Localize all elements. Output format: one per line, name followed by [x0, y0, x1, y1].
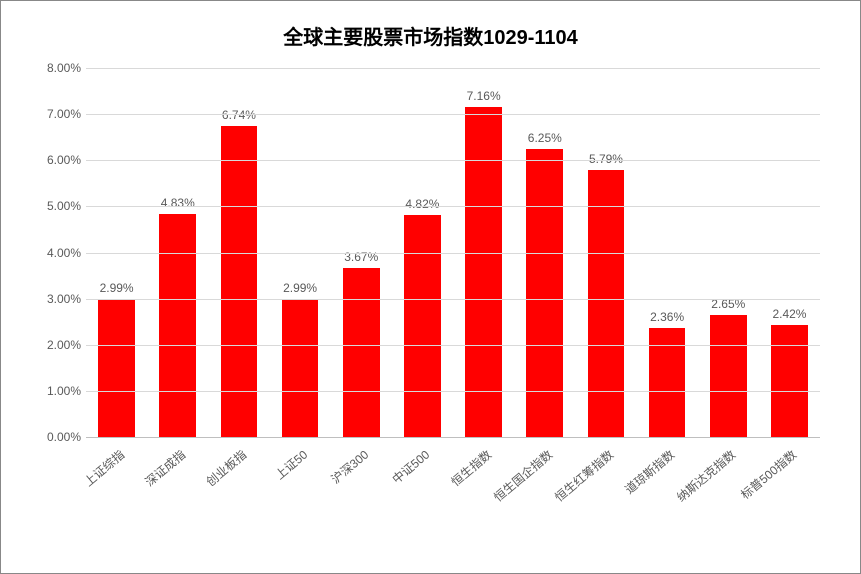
x-tick-label: 上证综指 [80, 446, 128, 490]
gridline [86, 299, 820, 300]
bar: 3.67% [343, 268, 380, 437]
gridline [86, 345, 820, 346]
x-label-slot: 创业板指 [208, 438, 269, 548]
y-tick-label: 2.00% [26, 338, 81, 352]
y-tick-label: 7.00% [26, 107, 81, 121]
x-tick-label: 上证50 [271, 446, 311, 483]
bar-value-label: 2.99% [283, 281, 317, 295]
y-tick-label: 8.00% [26, 61, 81, 75]
bar-value-label: 2.42% [772, 307, 806, 321]
bar-value-label: 7.16% [467, 89, 501, 103]
y-tick-label: 3.00% [26, 292, 81, 306]
y-tick-label: 6.00% [26, 153, 81, 167]
bar-value-label: 6.25% [528, 131, 562, 145]
x-tick-label: 恒生指数 [447, 446, 495, 490]
x-tick-label: 中证500 [389, 446, 434, 487]
bar-value-label: 4.82% [405, 197, 439, 211]
bar: 2.99% [98, 299, 135, 437]
gridline [86, 114, 820, 115]
chart-container: 全球主要股票市场指数1029-1104 2.99%4.83%6.74%2.99%… [1, 1, 860, 573]
bar: 4.82% [404, 215, 441, 437]
gridline [86, 206, 820, 207]
y-tick-label: 5.00% [26, 199, 81, 213]
plot-area: 2.99% 4.83% 6.74% 2.99% 3.67% 4.82% 7.16% 6.25%… [86, 68, 820, 438]
x-label-slot: 沪深300 [331, 438, 392, 548]
bar-value-label: 6.74% [222, 108, 256, 122]
bar: 5.79% [588, 170, 625, 437]
x-tick-label: 沪深300 [328, 446, 373, 487]
x-label-slot: 上证综指 [86, 438, 147, 548]
y-tick-label: 1.00% [26, 384, 81, 398]
y-tick-label: 0.00% [26, 430, 81, 444]
x-label-slot: 上证50 [270, 438, 331, 548]
gridline [86, 160, 820, 161]
gridline [86, 253, 820, 254]
x-tick-label: 深证成指 [141, 446, 189, 490]
chart-title: 全球主要股票市场指数1029-1104 [31, 21, 830, 50]
bar-value-label: 2.99% [100, 281, 134, 295]
bar: 2.99% [282, 299, 319, 437]
bar: 2.65% [710, 315, 747, 437]
bar: 6.25% [526, 149, 563, 437]
x-label-slot: 深证成指 [147, 438, 208, 548]
x-label-slot: 中证500 [392, 438, 453, 548]
bar: 4.83% [159, 214, 196, 437]
bar: 7.16% [465, 107, 502, 437]
bar-value-label: 4.83% [161, 196, 195, 210]
bar: 2.42% [771, 325, 808, 437]
gridline [86, 391, 820, 392]
x-tick-label: 创业板指 [202, 446, 250, 490]
bar-value-label: 2.36% [650, 310, 684, 324]
y-tick-label: 4.00% [26, 246, 81, 260]
gridline [86, 68, 820, 69]
x-label-slot: 标普500指数 [759, 438, 820, 548]
x-axis-labels: 上证综指深证成指创业板指上证50沪深300中证500恒生指数恒生国企指数恒生红筹… [86, 438, 820, 548]
bar-value-label: 5.79% [589, 152, 623, 166]
